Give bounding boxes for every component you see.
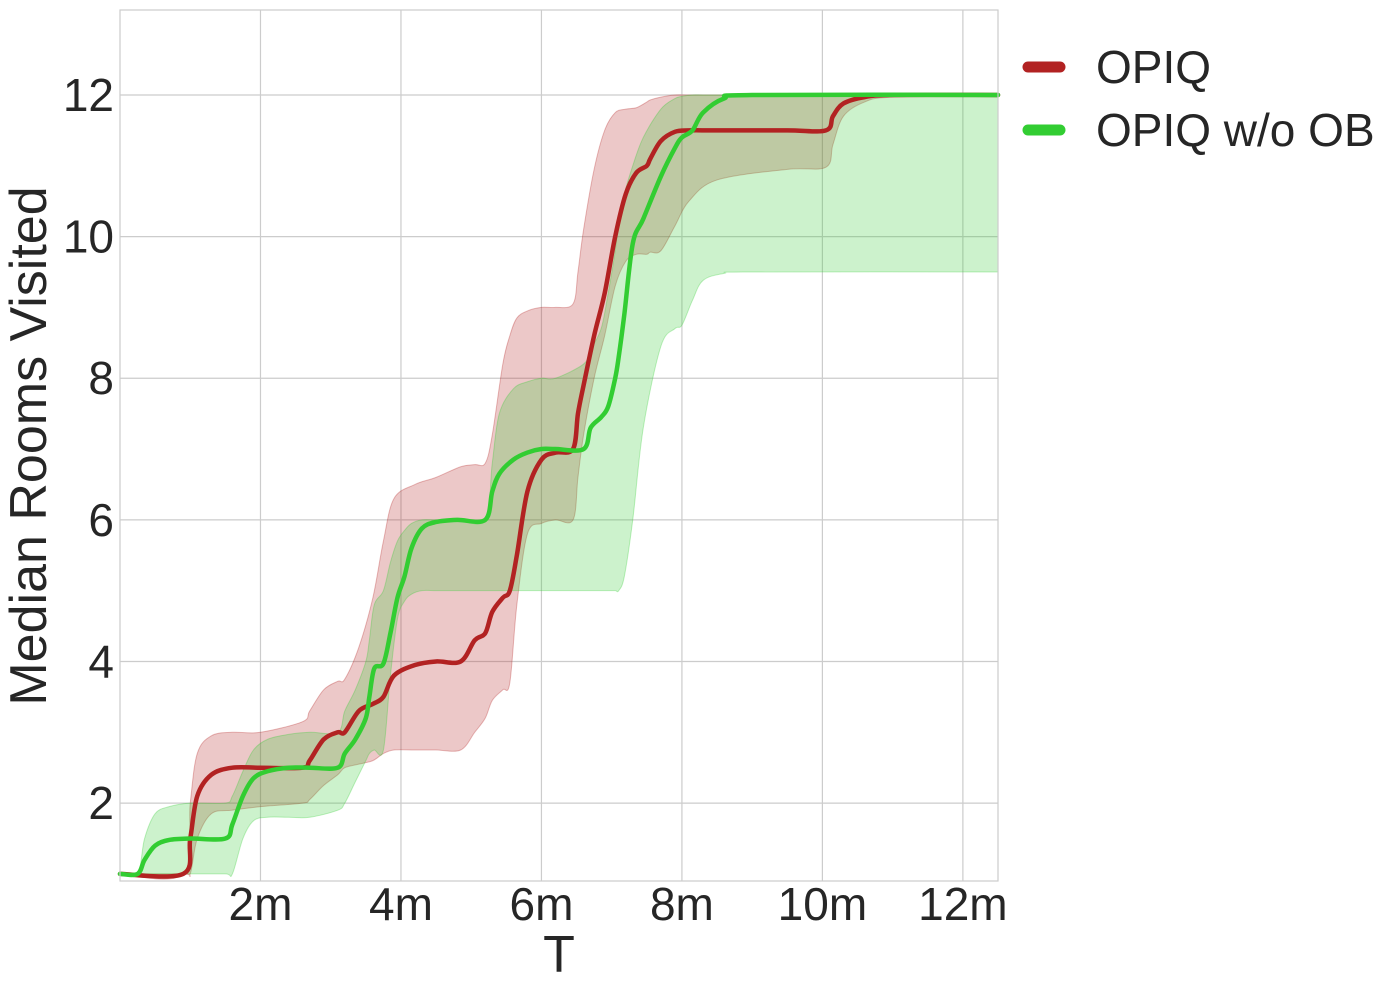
x-tick-label: 8m — [650, 878, 714, 930]
plot-frame — [119, 9, 999, 882]
y-tick-label: 6 — [88, 494, 114, 546]
legend-label-2: OPIQ w/o OB — [1096, 104, 1375, 156]
y-tick-label: 12 — [63, 69, 114, 121]
y-tick-labels: 2 4 6 8 10 12 — [63, 69, 114, 829]
x-axis-label: T — [543, 926, 575, 984]
plot-background — [120, 10, 998, 881]
y-axis-label: Median Rooms Visited — [0, 186, 58, 705]
series-lines — [117, 92, 1001, 879]
x-tick-label: 2m — [229, 878, 293, 930]
x-tick-label: 10m — [778, 878, 867, 930]
y-tick-label: 4 — [88, 635, 114, 687]
y-tick-label: 8 — [88, 352, 114, 404]
line-series-2 — [117, 92, 1001, 878]
y-tick-label: 2 — [88, 777, 114, 829]
gridlines — [120, 10, 998, 881]
band-series-2 — [119, 94, 999, 878]
y-tick-label: 10 — [63, 211, 114, 263]
legend-label-1: OPIQ — [1096, 41, 1211, 93]
x-tick-label: 4m — [369, 878, 433, 930]
legend: OPIQ OPIQ w/o OB — [1022, 41, 1375, 156]
x-tick-labels: 2m 4m 6m 8m 10m 12m — [229, 878, 1008, 930]
x-tick-label: 6m — [509, 878, 573, 930]
x-tick-label: 12m — [918, 878, 1007, 930]
